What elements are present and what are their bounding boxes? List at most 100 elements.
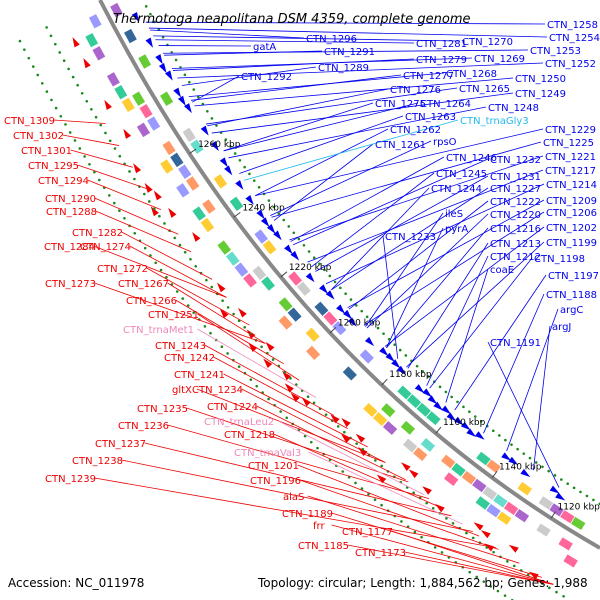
forward-gene-arrow [466,428,477,438]
leader-line [365,212,444,327]
track-tick-mark [232,312,235,316]
track-tick-mark [471,536,475,540]
reverse-gene-label: CTN_1295 [28,161,79,172]
forward-gene-arrow [336,304,346,314]
track-tick-mark [68,131,72,134]
cog-category-block [225,251,240,266]
track-tick-mark [303,434,307,438]
leader-line [487,341,560,488]
forward-gene-arrow [549,485,560,494]
ruler-tick [435,426,442,434]
track-tick-mark [473,415,477,418]
track-tick-mark [579,490,582,494]
leader-line [223,102,374,152]
cog-category-block [132,91,146,106]
track-tick-mark [224,138,228,141]
reverse-gene-arrow [480,530,491,539]
reverse-gene-arrow [341,433,351,443]
forward-gene-arrow [177,95,186,106]
reverse-gene-arrow [528,571,539,580]
forward-gene-label: CTN_1233 [385,232,436,243]
track-tick-mark [324,413,328,416]
track-tick-mark [90,107,93,111]
track-tick-mark [498,434,501,437]
reverse-gene-label: CTN_1177 [342,527,393,538]
reverse-gene-arrow [473,522,484,531]
leader-line [181,66,317,86]
ruler-tick [491,470,498,478]
forward-gene-label: CTN_1229 [545,125,596,136]
track-tick-mark [548,586,551,590]
reverse-gene-arrow [330,414,340,424]
cog-category-block [288,271,303,286]
leader-line [129,245,227,298]
track-tick-mark [226,306,230,309]
track-tick-mark [220,345,224,349]
forward-gene-arrow [396,365,407,375]
forward-gene-label: pyrA [445,224,468,235]
leader-line [363,211,545,326]
track-tick-mark [163,222,166,225]
leader-line [175,299,284,365]
track-tick-mark [243,165,246,169]
cog-category-block [88,14,102,29]
leader-line [188,72,445,98]
leader-line [77,164,147,189]
reverse-gene-label: CTN_1243 [155,341,206,352]
cog-category-block [397,385,412,400]
track-tick-mark [118,154,122,158]
reverse-gene-label: CTN_1238 [72,456,123,467]
forward-gene-arrow [305,272,315,283]
ruler-tick [280,271,288,278]
cog-category-block [296,281,311,296]
leader-line [62,134,120,146]
track-tick-mark [492,550,495,554]
track-tick-mark [192,88,196,91]
track-tick-mark [277,212,281,215]
cog-category-block [476,451,491,466]
ruler-tick [233,211,241,218]
leader-line [347,199,545,309]
track-tick-mark [285,416,289,420]
reverse-gene-arrow [144,182,153,193]
track-tick-mark [173,236,177,240]
cog-category-block [342,366,357,381]
track-tick-mark [489,585,493,588]
forward-gene-label: CTN_1262 [390,125,441,136]
track-tick-mark [309,440,313,444]
cog-category-block [278,315,293,330]
cog-category-block [176,183,190,198]
forward-gene-label: CTN_1296 [306,34,357,45]
cog-category-block [162,140,176,156]
forward-gene-arrow [508,456,519,466]
forward-gene-label: CTN_1232 [490,155,541,166]
forward-gene-label: CTN_1279 [416,55,467,66]
leader-line [186,407,409,483]
forward-gene-label: CTN_1263 [405,112,456,123]
track-tick-mark [267,397,270,401]
cog-category-block [306,345,321,360]
track-tick-mark [566,482,569,486]
reverse-gene-label: CTN_1282 [72,228,123,239]
leader-line [273,143,374,221]
cog-category-block [202,199,216,214]
forward-gene-label: CTN_1269 [474,54,525,65]
cog-category-block [136,122,151,138]
track-tick-mark [186,304,190,307]
track-tick-mark [27,56,31,60]
leader-line [149,29,305,39]
track-tick-mark [143,192,146,196]
track-tick-mark [257,185,261,189]
reverse-gene-label: CTN_1274 [80,242,131,253]
leader-line [167,282,266,344]
cog-category-block [536,523,551,537]
leader-line [194,77,514,107]
leader-line [331,187,489,291]
forward-gene-arrow [290,250,300,261]
leader-line [94,477,496,549]
forward-gene-arrow [433,401,443,411]
forward-gene-label: CTN_1289 [318,63,369,74]
leader-line [153,35,461,42]
cog-category-block [254,229,269,244]
